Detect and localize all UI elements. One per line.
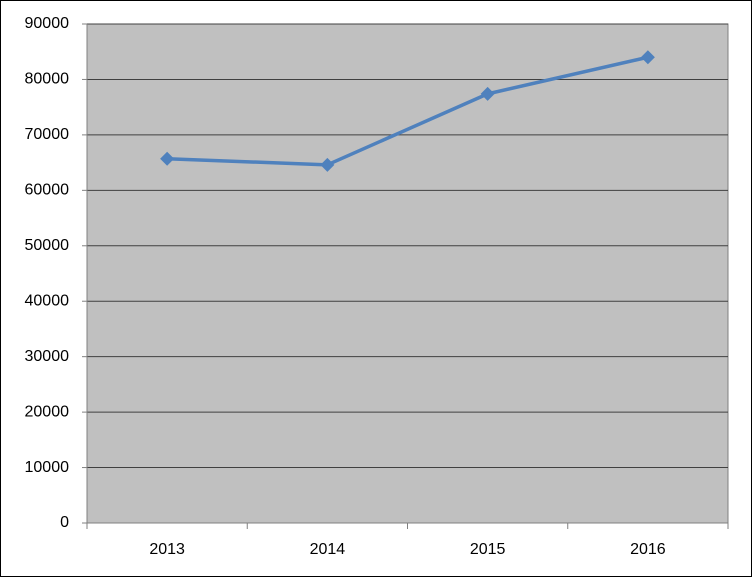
y-tick-label: 20000	[25, 403, 70, 420]
y-tick-label: 0	[60, 514, 69, 531]
y-tick-label: 30000	[25, 348, 70, 365]
marker	[160, 151, 175, 166]
marker	[640, 50, 655, 65]
x-tick-label: 2013	[149, 541, 185, 558]
line	[167, 55, 649, 167]
y-tick-label: 40000	[25, 292, 70, 309]
y-tick-label: 10000	[25, 459, 70, 476]
y-tick-label: 80000	[25, 71, 70, 88]
marker	[320, 157, 335, 172]
y-tick-label: 70000	[25, 126, 70, 143]
x-tick-label: 2014	[310, 541, 346, 558]
y-tick-label: 50000	[25, 237, 70, 254]
marker	[480, 86, 495, 101]
x-tick-label: 2015	[470, 541, 506, 558]
x-tick-label: 2016	[630, 541, 666, 558]
plot-area	[86, 23, 729, 524]
y-tick-label: 60000	[25, 182, 70, 199]
y-tick-label: 90000	[25, 15, 70, 32]
